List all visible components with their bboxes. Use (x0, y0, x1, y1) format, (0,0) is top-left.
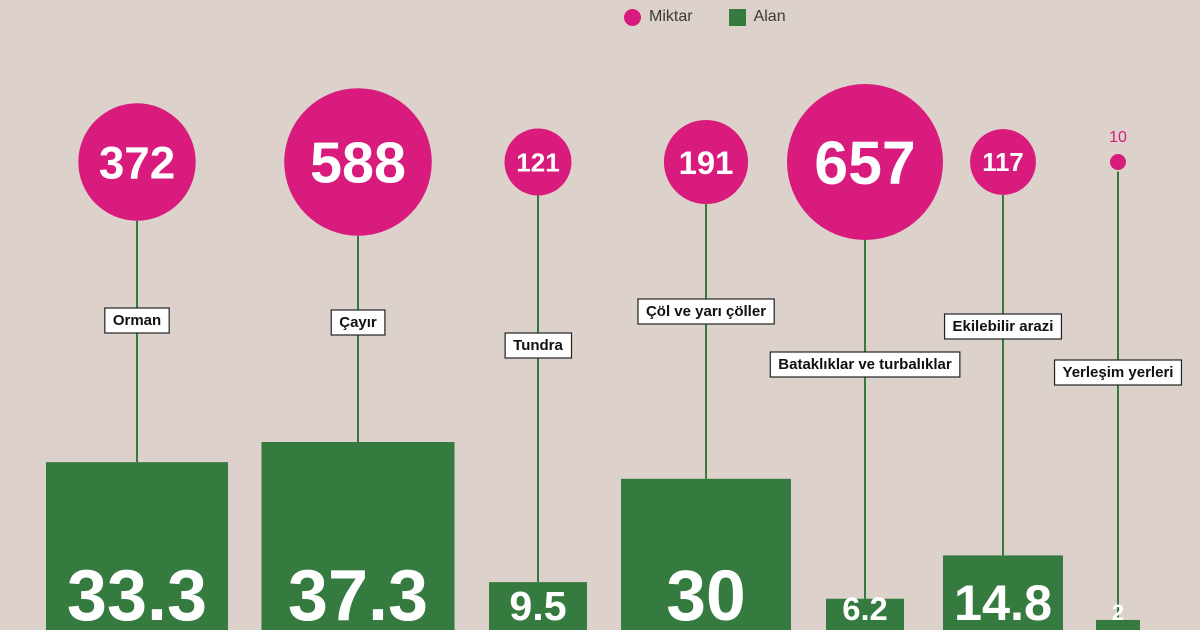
area-bar (1096, 619, 1140, 630)
area-bar (489, 582, 587, 630)
amount-legend-marker (624, 8, 641, 26)
amount-circle (78, 103, 196, 221)
amount-legend-label: Miktar (649, 8, 693, 25)
legend: Miktar Alan (624, 6, 814, 28)
legend-item-amount: Miktar (624, 8, 693, 26)
area-legend-marker (728, 8, 746, 26)
area-value-label: 14.8 (954, 574, 1052, 630)
area-value-label: 37.3 (288, 556, 428, 630)
amount-value-label: 191 (679, 144, 734, 181)
area-value-label: 30 (666, 556, 745, 630)
amount-value-label: 588 (310, 132, 406, 196)
category-label-box (1053, 359, 1183, 386)
category-label: Çayır (339, 314, 377, 331)
area-bar (943, 555, 1063, 630)
category-label-box (637, 298, 775, 325)
amount-circle (504, 128, 572, 196)
area-value-label: 33.3 (67, 556, 207, 630)
category-label: Bataklıklar ve turbalıklar (778, 356, 952, 373)
category-label-box (504, 332, 573, 359)
area-value-label: 2 (1112, 600, 1124, 625)
area-bar (621, 478, 791, 630)
amount-value-label: 117 (982, 149, 1023, 177)
category-label: Çöl ve yarı çöller (646, 303, 766, 320)
amount-circle (970, 129, 1036, 195)
amount-value-label: 372 (99, 137, 175, 188)
amount-circle (787, 84, 943, 240)
legend-item-area: Alan (728, 8, 786, 26)
area-value-label: 9.5 (509, 583, 566, 629)
category-label-box (769, 351, 961, 378)
area-bar (261, 442, 455, 630)
amount-circle (284, 88, 432, 236)
area-bar (826, 598, 904, 630)
amount-circle (1110, 154, 1126, 170)
amount-value-label: 121 (516, 147, 560, 177)
category-label: Tundra (513, 337, 563, 354)
category-label-box (943, 313, 1063, 340)
category-label-box (330, 309, 386, 336)
category-label: Yerleşim yerleri (1063, 364, 1174, 381)
category-label-box (104, 307, 170, 334)
amount-value-label: 657 (814, 129, 916, 197)
amount-value-label: 10 (1109, 129, 1127, 146)
amount-circle (663, 119, 749, 205)
area-legend-label: Alan (753, 8, 786, 25)
category-label: Ekilebilir arazi (953, 318, 1054, 335)
category-label: Orman (113, 312, 161, 329)
area-bar (46, 462, 228, 630)
area-value-label: 6.2 (842, 590, 888, 627)
